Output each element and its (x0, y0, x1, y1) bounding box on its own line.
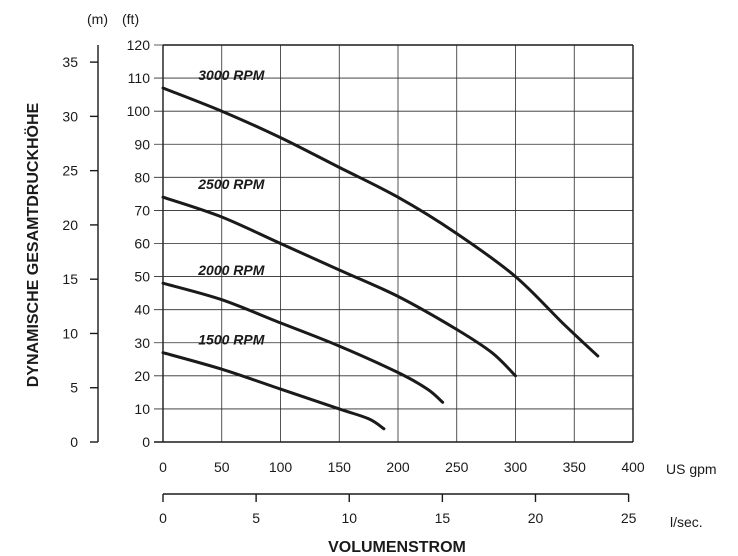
y-m-tick-label: 30 (62, 108, 78, 124)
y-m-tick-label: 5 (70, 380, 78, 396)
curve-2500-rpm (161, 195, 517, 378)
grid (154, 44, 634, 443)
y-ft-tick-label: 90 (134, 136, 150, 152)
y-m-tick-label: 20 (62, 217, 78, 233)
x-gpm-tick-label: 150 (328, 459, 352, 475)
x-gpm-tick-label: 400 (621, 459, 645, 475)
y-ft-tick-label: 30 (134, 335, 150, 351)
y-m-tick-label: 0 (70, 434, 78, 450)
curve-1500-rpm (161, 351, 386, 431)
curve-label-3000-rpm: 3000 RPM (198, 67, 264, 83)
y-axis-title: DYNAMISCHE GESAMTDRUCKHÖHE (23, 102, 42, 387)
x-gpm-tick-label: 250 (445, 459, 469, 475)
x-ls-tick-label: 20 (528, 510, 544, 526)
y-m-tick-label: 15 (62, 271, 78, 287)
y-ft-tick-label: 100 (127, 103, 151, 119)
y-ft-tick-label: 80 (134, 169, 150, 185)
labels: 0 50 100 150 200 250 300 350 4000102030405060708… (62, 37, 644, 526)
x-unit-ls-label: l/sec. (670, 514, 703, 530)
curves (161, 86, 600, 431)
y-m-tick-label: 35 (62, 54, 78, 70)
y-m-tick-label: 25 (62, 163, 78, 179)
x-gpm-tick-label: 300 (504, 459, 528, 475)
y-unit-m-label: (m) (87, 11, 108, 27)
y-ft-tick-label: 0 (142, 434, 150, 450)
x-gpm-tick-label: 50 (214, 459, 230, 475)
y-unit-ft-label: (ft) (122, 11, 139, 27)
x-unit-gpm-label: US gpm (666, 461, 717, 477)
x-ls-tick-label: 0 (159, 510, 167, 526)
x-ls-tick-label: 5 (252, 510, 260, 526)
x-ls-tick-label: 25 (621, 510, 637, 526)
curve-label-2000-rpm: 2000 RPM (197, 262, 264, 278)
x-ls-tick-label: 10 (341, 510, 357, 526)
x-gpm-tick-label: 350 (563, 459, 587, 475)
y-ft-tick-label: 10 (134, 401, 150, 417)
x-gpm-tick-label: 200 (386, 459, 410, 475)
x-ls-tick-label: 15 (435, 510, 451, 526)
curve-label-2500-rpm: 2500 RPM (197, 176, 264, 192)
y-ft-tick-label: 70 (134, 202, 150, 218)
curve-3000-rpm (161, 86, 600, 358)
y-ft-tick-label: 110 (128, 70, 151, 86)
y-ft-tick-label: 60 (134, 236, 150, 252)
axes (90, 44, 634, 502)
x-axis-title: VOLUMENSTROM (328, 539, 466, 556)
y-ft-tick-label: 20 (134, 368, 150, 384)
y-ft-tick-label: 50 (134, 269, 150, 285)
y-m-tick-label: 10 (62, 325, 78, 341)
x-gpm-tick-label: 100 (269, 459, 293, 475)
y-ft-tick-label: 40 (134, 302, 150, 318)
curve-label-1500-rpm: 1500 RPM (198, 332, 264, 348)
x-gpm-tick-label: 0 (159, 459, 167, 475)
y-ft-tick-label: 120 (127, 37, 151, 53)
curve-2000-rpm (161, 281, 445, 404)
